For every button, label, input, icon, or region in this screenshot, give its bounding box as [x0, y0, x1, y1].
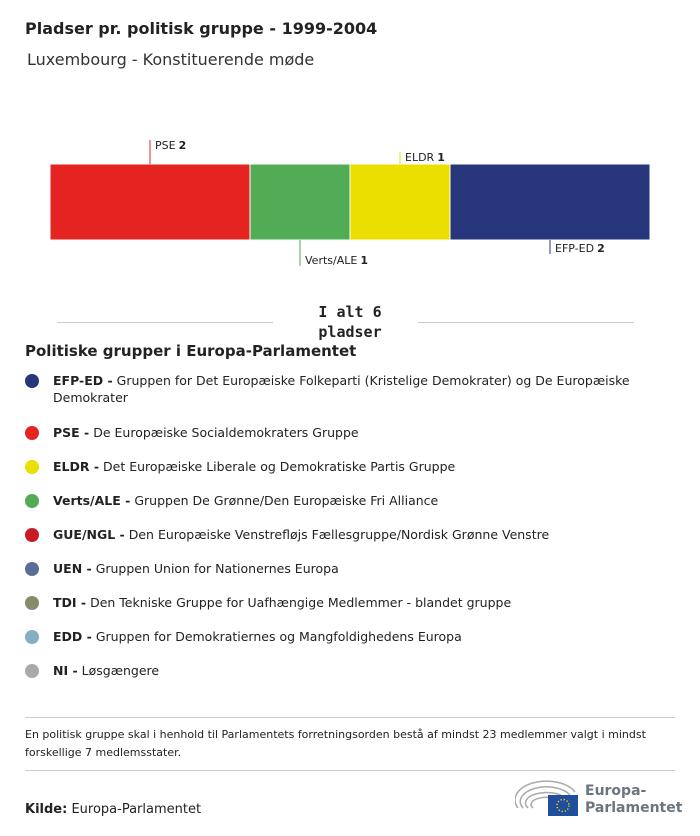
- legend-dot-icon: [25, 562, 39, 576]
- data-label-value: 2: [597, 242, 605, 255]
- legend-abbr: EDD -: [53, 629, 92, 644]
- legend-abbr: TDI -: [53, 595, 87, 610]
- legend-abbr: EFP-ED -: [53, 373, 113, 388]
- legend-text: Den Europæiske Venstrefløjs Fællesgruppe…: [128, 527, 550, 542]
- legend-abbr: UEN -: [53, 561, 92, 576]
- logo-line2: Parlamentet: [585, 800, 683, 816]
- europarl-logo: Europa- Parlamentet: [515, 780, 685, 820]
- legend-text: Gruppen for Det Europæiske Folkeparti (K…: [53, 373, 630, 405]
- legend-abbr: GUE/NGL -: [53, 527, 125, 542]
- legend-item: Verts/ALE - Gruppen De Grønne/Den Europæ…: [25, 492, 665, 509]
- legend-abbr: NI -: [53, 663, 78, 678]
- data-label-category: PSE: [155, 139, 176, 152]
- legend-dot-icon: [25, 374, 39, 388]
- legend-item: GUE/NGL - Den Europæiske Venstrefløjs Fæ…: [25, 526, 665, 543]
- legend-text: Løsgængere: [81, 663, 160, 678]
- legend-title: Politiske grupper i Europa-Parlamentet: [25, 342, 357, 360]
- legend-text: Gruppen De Grønne/Den Europæiske Fri All…: [134, 493, 439, 508]
- legend-dot-icon: [25, 426, 39, 440]
- legend-item: ELDR - Det Europæiske Liberale og Demokr…: [25, 458, 665, 475]
- bar-segment-vertsale: [249, 163, 351, 241]
- legend-abbr: Verts/ALE -: [53, 493, 131, 508]
- chart-title: Pladser pr. politisk gruppe - 1999-2004: [25, 19, 378, 38]
- data-label-category: EFP-ED: [555, 242, 594, 255]
- data-label: EFP-ED 2: [555, 242, 605, 255]
- total-line2: pladser: [318, 323, 382, 341]
- bar-segment-eldr: [349, 163, 451, 241]
- data-label-value: 2: [179, 139, 187, 152]
- legend-text: Den Tekniske Gruppe for Uafhængige Medle…: [90, 595, 512, 610]
- legend-dot-icon: [25, 460, 39, 474]
- footnote: En politisk gruppe skal i henhold til Pa…: [25, 728, 646, 759]
- source: Kilde: Europa-Parlamentet: [25, 802, 201, 817]
- legend-item: TDI - Den Tekniske Gruppe for Uafhængige…: [25, 594, 665, 611]
- legend-dot-icon: [25, 528, 39, 542]
- data-label: Verts/ALE 1: [305, 254, 368, 267]
- legend-dot-icon: [25, 664, 39, 678]
- legend-item: UEN - Gruppen Union for Nationernes Euro…: [25, 560, 665, 577]
- legend-abbr: ELDR -: [53, 459, 100, 474]
- chart-subtitle: Luxembourg - Konstituerende møde: [27, 50, 315, 69]
- divider: [25, 770, 675, 771]
- legend-abbr: PSE -: [53, 425, 90, 440]
- divider: [25, 717, 675, 718]
- data-label-category: ELDR: [405, 151, 435, 164]
- legend-dot-icon: [25, 630, 39, 644]
- source-value: Europa-Parlamentet: [71, 802, 202, 817]
- logo-line1: Europa-: [585, 783, 647, 799]
- legend-text: Gruppen Union for Nationernes Europa: [95, 561, 339, 576]
- bar-segment-pse: [49, 163, 251, 241]
- legend-item: EDD - Gruppen for Demokratiernes og Mang…: [25, 628, 665, 645]
- legend-text: Gruppen for Demokratiernes og Mangfoldig…: [95, 629, 462, 644]
- legend-item: PSE - De Europæiske Socialdemokraters Gr…: [25, 424, 665, 441]
- data-label: PSE 2: [155, 139, 186, 152]
- total-line1: I alt 6: [318, 303, 382, 321]
- divider-right: [418, 322, 634, 323]
- divider-left: [57, 322, 273, 323]
- hemicycle-icon: [515, 780, 578, 816]
- legend-dot-icon: [25, 494, 39, 508]
- legend-text: Det Europæiske Liberale og Demokratiske …: [103, 459, 456, 474]
- bar-segment-efped: [449, 163, 651, 241]
- source-label: Kilde:: [25, 802, 68, 817]
- data-label: ELDR 1: [405, 151, 445, 164]
- data-label-category: Verts/ALE: [305, 254, 357, 267]
- total-label: I alt 6 pladser: [300, 302, 400, 342]
- legend-dot-icon: [25, 596, 39, 610]
- legend-item: EFP-ED - Gruppen for Det Europæiske Folk…: [25, 372, 665, 406]
- data-label-value: 1: [437, 151, 445, 164]
- data-label-value: 1: [360, 254, 368, 267]
- legend-text: De Europæiske Socialdemokraters Gruppe: [93, 425, 359, 440]
- legend-item: NI - Løsgængere: [25, 662, 665, 679]
